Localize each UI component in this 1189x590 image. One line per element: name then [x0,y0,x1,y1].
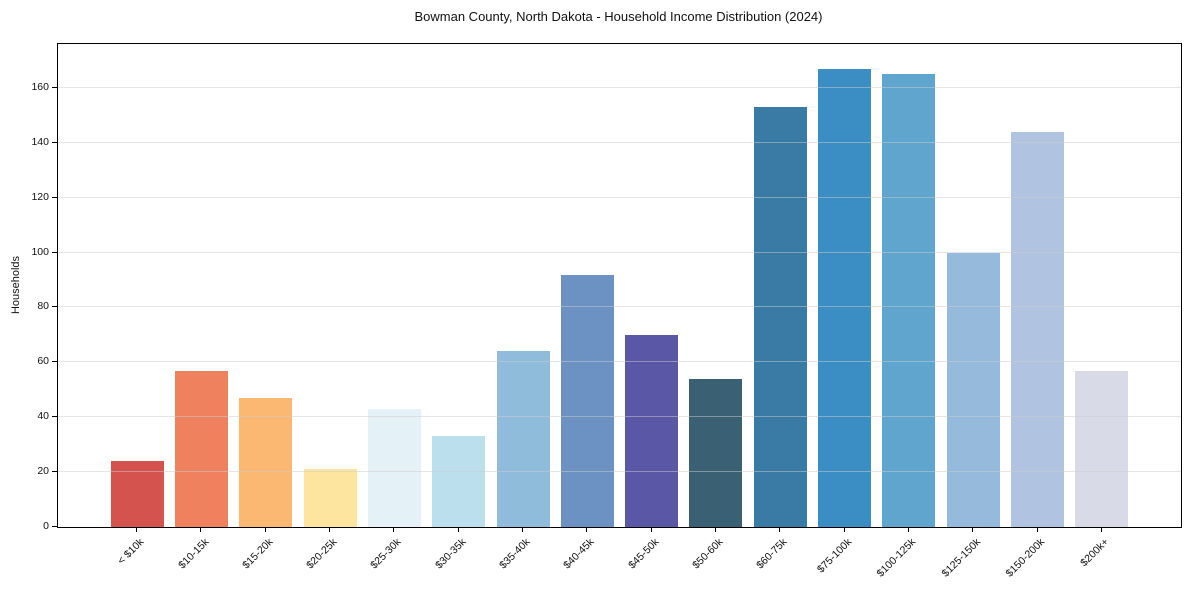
gridline-y-20 [58,471,1181,473]
y-tick-label: 20 [37,465,49,478]
bar-40-45k [560,274,614,527]
x-tick-mark [907,527,909,532]
bar-75-100k [818,68,872,527]
plot-area [57,43,1182,528]
gridline-y-40 [58,416,1181,418]
y-tick-label: 40 [37,410,49,423]
x-tick-mark [329,527,331,532]
gridline-y-140 [58,141,1181,143]
x-tick-mark [393,527,395,532]
y-tick-label: 160 [31,80,49,93]
bar-20-25k [303,469,357,527]
x-tick-mark [1036,527,1038,532]
x-tick-mark [586,527,588,532]
x-tick-label: $15-20k [239,536,276,572]
x-tick-label: $150-200k [1003,536,1048,580]
y-tick-mark [52,141,57,143]
bar-35-40k [496,351,550,527]
x-tick-label: $60-75k [754,536,790,572]
x-tick-label: $200k+ [1078,536,1112,570]
x-tick-mark [714,527,716,532]
bar-30-35k [432,436,486,527]
y-tick-label: 100 [31,245,49,258]
x-tick-mark [779,527,781,532]
y-tick-mark [52,251,57,253]
bar-200k [1075,370,1129,527]
gridline-y-120 [58,196,1181,198]
x-tick-mark [264,527,266,532]
x-tick-label: $50-60k [690,536,726,572]
chart-title: Bowman County, North Dakota - Household … [414,9,823,24]
x-tick-label: $125-150k [939,536,983,580]
y-tick-label: 140 [31,135,49,148]
y-tick-mark [52,306,57,308]
x-tick-label: $35-40k [497,536,533,572]
bar-150-200k [1011,131,1065,527]
x-tick-label: $30-35k [432,536,469,572]
x-tick-label: $75-100k [814,536,855,576]
x-tick-label: $25-30k [368,536,404,572]
x-tick-label: $10-15k [175,536,211,572]
y-tick-mark [52,361,57,363]
bar-45-50k [625,334,679,527]
x-tick-label: $45-50k [625,536,662,572]
y-tick-label: 0 [43,520,49,532]
x-tick-label: $20-25k [304,536,340,572]
x-tick-mark [650,527,652,532]
x-tick-mark [200,527,202,532]
bar-50-60k [689,378,743,527]
bar-60-75k [753,107,807,527]
y-tick-mark [52,471,57,473]
x-tick-mark [457,527,459,532]
x-tick-label: $40-45k [561,536,597,572]
y-tick-label: 60 [37,355,49,368]
y-tick-mark [52,416,57,418]
x-tick-mark [1100,527,1102,532]
x-tick-mark [972,527,974,532]
x-tick-mark [522,527,524,532]
y-tick-label: 80 [37,300,49,313]
x-tick-mark [843,527,845,532]
y-tick-label: 120 [31,190,49,203]
x-tick-label: < $10k [115,536,147,567]
x-tick-mark [136,527,138,532]
x-tick-label: $100-125k [874,536,919,580]
y-tick-mark [52,86,57,88]
bar-10-15k [174,370,228,527]
bar-25-30k [367,409,421,527]
bar-15-20k [239,398,293,527]
gridline-y-100 [58,251,1181,253]
y-tick-mark [52,196,57,198]
y-tick-mark [52,526,57,527]
bar-125-150k [946,252,1000,527]
gridline-y-80 [58,306,1181,308]
gridline-y-160 [58,86,1181,88]
bar-100-125k [882,74,936,527]
gridline-y-60 [58,361,1181,363]
